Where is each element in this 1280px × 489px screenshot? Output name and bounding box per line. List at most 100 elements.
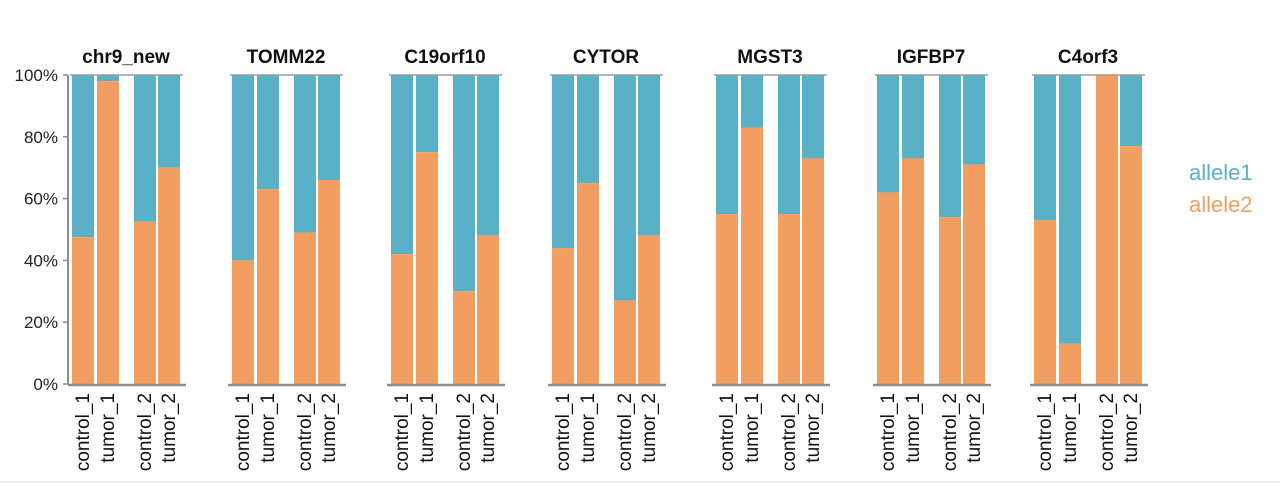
x-tick-label: tumor_2 — [159, 393, 180, 463]
x-tick-label: control_1 — [1035, 393, 1056, 471]
x-tick-label: tumor_1 — [98, 393, 119, 463]
panel-title: TOMM22 — [247, 47, 326, 68]
panel-title: chr9_new — [82, 47, 170, 68]
x-tick-label: tumor_2 — [1121, 393, 1142, 463]
bar-allele2 — [716, 214, 738, 384]
bar-allele2 — [318, 180, 340, 384]
x-tick-label: tumor_1 — [1060, 393, 1081, 463]
y-tick-label: 20% — [24, 313, 58, 332]
bar-allele2 — [1096, 75, 1118, 384]
bar-allele1 — [294, 75, 316, 233]
bar-allele2 — [802, 158, 824, 384]
y-tick-label: 40% — [24, 251, 58, 270]
panel-title: MGST3 — [737, 47, 802, 68]
x-tick-label: control_2 — [135, 393, 156, 471]
bar-allele2 — [1059, 343, 1081, 384]
x-tick-label: tumor_1 — [417, 393, 438, 463]
bar-allele1 — [963, 75, 985, 165]
x-tick-label: tumor_2 — [639, 393, 660, 463]
panel-title: IGFBP7 — [897, 47, 966, 68]
panel-title: C19orf10 — [404, 47, 485, 68]
bar-allele1 — [716, 75, 738, 215]
x-tick-label: control_2 — [615, 393, 636, 471]
legend-entry: allele1 — [1189, 160, 1253, 185]
x-tick-label: tumor_2 — [478, 393, 499, 463]
bar-allele2 — [97, 81, 119, 385]
panel: TOMM22 control_1 tumor_1 control_2 tumor_2 — [228, 47, 346, 471]
x-tick-label: control_1 — [553, 393, 574, 471]
bar-allele2 — [614, 300, 636, 384]
bar-allele1 — [778, 75, 800, 215]
bar-allele1 — [453, 75, 475, 292]
x-tick-label: control_1 — [392, 393, 413, 471]
bar-allele1 — [552, 75, 574, 249]
bar-allele1 — [391, 75, 413, 255]
x-tick-label: control_2 — [454, 393, 475, 471]
bar-allele2 — [72, 237, 94, 384]
bar-allele2 — [778, 214, 800, 384]
x-tick-label: tumor_1 — [903, 393, 924, 463]
bar-allele2 — [1034, 220, 1056, 384]
bar-allele2 — [577, 183, 599, 384]
x-tick-label: tumor_1 — [578, 393, 599, 463]
bar-allele2 — [134, 221, 156, 384]
panel: IGFBP7 control_1 tumor_1 control_2 tumor_2 — [873, 47, 991, 471]
x-tick-label: control_1 — [717, 393, 738, 471]
legend-entry: allele2 — [1189, 192, 1253, 217]
bar-allele1 — [638, 75, 660, 236]
x-tick-label: control_2 — [940, 393, 961, 471]
bar-allele1 — [158, 75, 180, 168]
bar-allele2 — [416, 152, 438, 384]
bar-allele1 — [257, 75, 279, 190]
bar-allele2 — [963, 164, 985, 384]
bar-allele2 — [391, 254, 413, 384]
x-tick-label: control_1 — [233, 393, 254, 471]
bar-allele1 — [416, 75, 438, 153]
bar-allele1 — [1059, 75, 1081, 344]
bar-allele1 — [1034, 75, 1056, 221]
y-tick-label: 0% — [33, 375, 58, 394]
x-tick-label: control_2 — [1097, 393, 1118, 471]
bar-allele2 — [232, 260, 254, 384]
bar-allele1 — [877, 75, 899, 193]
bar-allele2 — [158, 167, 180, 384]
panel: C4orf3 control_1 tumor_1 control_2 tumor_2 — [1030, 47, 1148, 471]
panel: MGST3 control_1 tumor_1 control_2 tumor_2 — [712, 47, 830, 471]
bar-allele1 — [577, 75, 599, 184]
x-tick-label: tumor_1 — [742, 393, 763, 463]
x-tick-label: control_2 — [779, 393, 800, 471]
x-tick-label: tumor_2 — [319, 393, 340, 463]
panel-title: C4orf3 — [1058, 47, 1118, 68]
bar-allele2 — [741, 127, 763, 384]
bar-allele1 — [1120, 75, 1142, 147]
y-tick-label: 100% — [15, 66, 58, 85]
bar-allele2 — [257, 189, 279, 384]
bar-allele2 — [1120, 146, 1142, 384]
bar-allele1 — [477, 75, 499, 236]
y-axis: 0% 20% 40% 60% 80% 100% — [15, 66, 69, 394]
bar-allele1 — [72, 75, 94, 238]
panel: chr9_new control_1 tumor_1 control_2 tumor_2 — [68, 47, 186, 471]
bar-allele2 — [453, 291, 475, 384]
bar-allele1 — [741, 75, 763, 128]
bar-allele1 — [802, 75, 824, 159]
bar-allele1 — [902, 75, 924, 159]
bar-allele2 — [294, 232, 316, 384]
x-tick-label: tumor_2 — [803, 393, 824, 463]
bar-allele2 — [939, 217, 961, 384]
panel-title: CYTOR — [573, 47, 639, 68]
x-tick-label: tumor_1 — [258, 393, 279, 463]
bar-allele1 — [318, 75, 340, 181]
x-tick-label: control_2 — [295, 393, 316, 471]
bar-allele1 — [614, 75, 636, 301]
x-tick-label: control_1 — [878, 393, 899, 471]
y-tick-label: 80% — [24, 128, 58, 147]
bar-allele2 — [638, 235, 660, 384]
bar-allele1 — [939, 75, 961, 218]
x-tick-label: tumor_2 — [964, 393, 985, 463]
panel: C19orf10 control_1 tumor_1 control_2 tumor_2 — [387, 47, 505, 471]
bar-allele2 — [477, 235, 499, 384]
panel: CYTOR control_1 tumor_1 control_2 tumor_2 — [548, 47, 666, 471]
